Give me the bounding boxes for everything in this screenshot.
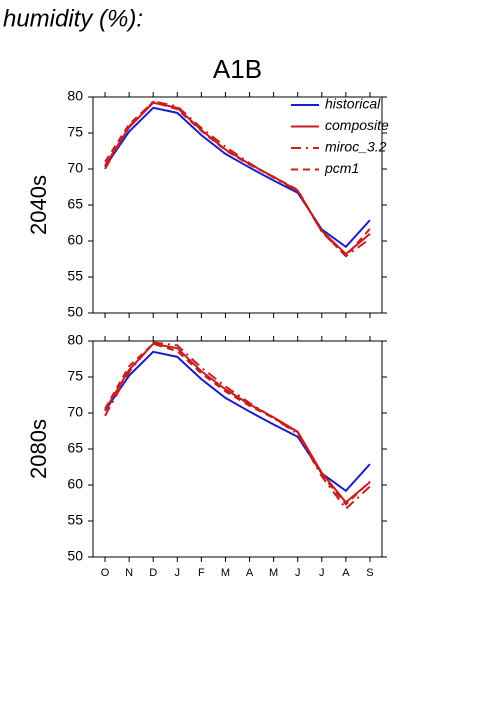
x-tick-label: A [342, 567, 350, 579]
y-tick-label: 50 [67, 548, 83, 564]
y-tick-label: 55 [67, 512, 83, 528]
y-tick-label: 75 [67, 124, 83, 140]
y-tick-label: 75 [67, 368, 83, 384]
y-tick-label: 60 [67, 476, 83, 492]
y-axis-label: 2080s [26, 419, 51, 479]
x-tick-label: F [198, 567, 205, 579]
x-tick-label: M [269, 567, 278, 579]
x-tick-label: M [221, 567, 230, 579]
plot-frame [92, 340, 383, 558]
data-line [104, 350, 371, 493]
panel-title: A1B [213, 54, 262, 84]
page-heading: humidity (%): [3, 5, 143, 32]
y-tick-label: 50 [67, 304, 83, 320]
y-tick-label: 65 [67, 440, 83, 456]
y-tick-label: 80 [67, 88, 83, 104]
data-line [104, 106, 371, 249]
x-tick-label: S [366, 567, 373, 579]
x-tick-label: J [319, 567, 325, 579]
legend-label: composite [325, 117, 389, 133]
x-tick-label: N [125, 567, 133, 579]
legend-label: miroc_3.2 [325, 139, 387, 155]
x-tick-label: D [149, 567, 157, 579]
data-line [104, 342, 371, 506]
legend-label: historical [325, 96, 381, 112]
data-line [104, 100, 371, 258]
y-tick-label: 80 [67, 332, 83, 348]
y-tick-label: 60 [67, 232, 83, 248]
legend-label: pcm1 [324, 160, 359, 176]
y-tick-label: 65 [67, 196, 83, 212]
x-tick-label: O [101, 567, 110, 579]
y-tick-label: 70 [67, 160, 83, 176]
x-tick-label: J [295, 567, 301, 579]
y-axis-label: 2040s [26, 175, 51, 235]
y-tick-label: 70 [67, 404, 83, 420]
x-tick-label: J [175, 567, 181, 579]
y-tick-label: 55 [67, 268, 83, 284]
x-tick-label: A [246, 567, 254, 579]
